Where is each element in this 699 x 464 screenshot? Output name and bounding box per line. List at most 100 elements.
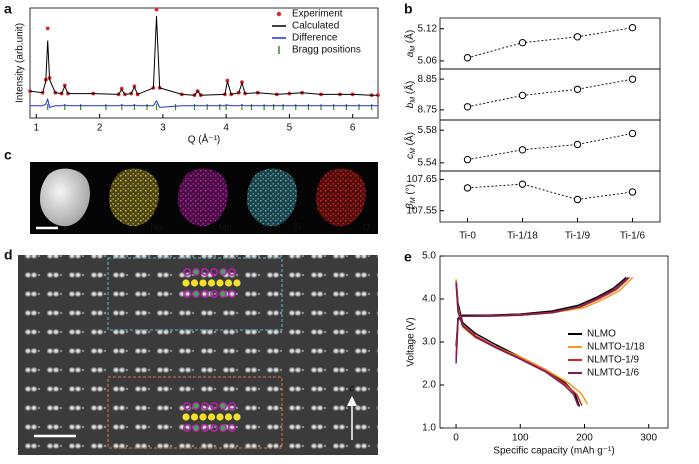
- atom-overlay: [190, 413, 199, 421]
- plot-frame: [439, 17, 661, 70]
- atom-overlay: [182, 413, 190, 421]
- atom-overlay: [207, 413, 216, 421]
- atom-overlay: [183, 268, 191, 276]
- x-tick-label: Ti-1/9: [565, 231, 591, 242]
- y-axis-label: aM (Å): [403, 30, 417, 58]
- data-point: [518, 146, 527, 154]
- y-tick-label: 107.55: [406, 205, 437, 216]
- data-line: [455, 276, 629, 406]
- atom-overlay: [192, 290, 200, 298]
- plot-frame: [439, 119, 661, 172]
- axis-annotation: c: [350, 384, 355, 395]
- data-line: [29, 16, 378, 96]
- atom-overlay: [224, 413, 233, 421]
- legend-label: Difference: [292, 33, 338, 44]
- region-box: [107, 257, 283, 331]
- channel-label: Na: [150, 223, 163, 234]
- data-line: [30, 97, 378, 109]
- atom-overlay: [201, 424, 209, 432]
- legend-label: Calculated: [292, 21, 339, 32]
- atom-overlay: [201, 290, 209, 298]
- element-map: [109, 168, 159, 227]
- data-point: [628, 129, 637, 138]
- atom-overlay: [219, 402, 227, 410]
- data-point: [154, 7, 159, 12]
- y-tick-label: 8.75: [418, 105, 438, 116]
- label-subscript: M: [410, 148, 417, 154]
- data-point: [628, 188, 637, 196]
- y-tick-label: 4.0: [422, 294, 436, 305]
- x-tick-label: 200: [576, 433, 593, 444]
- plot-frame: [439, 68, 661, 121]
- y-tick-label: 3.0: [422, 337, 436, 348]
- atom-overlay: [219, 268, 227, 276]
- x-tick-label: 2: [97, 123, 103, 134]
- data-line: [467, 78, 633, 108]
- atom-overlay: [210, 290, 218, 298]
- x-tick-label: 5: [287, 123, 293, 134]
- atom-overlay: [192, 424, 200, 432]
- data-point: [463, 155, 472, 164]
- y-tick-label: 5.0: [422, 251, 436, 262]
- atom-overlay: [182, 279, 190, 287]
- data-point: [463, 54, 472, 62]
- panel-label: b: [404, 1, 413, 17]
- data-line: [467, 133, 633, 161]
- x-tick-label: 0: [453, 433, 459, 444]
- atom-overlay: [219, 290, 227, 298]
- atom-overlay: [201, 402, 209, 410]
- data-line: [467, 27, 633, 59]
- y-tick-label: 5.06: [418, 56, 438, 67]
- axis-arrow-head: [347, 396, 357, 406]
- legend-marker: [276, 11, 282, 17]
- label-unit: (Å): [403, 81, 416, 97]
- panel-label: a: [4, 1, 12, 17]
- data-point: [463, 184, 472, 192]
- legend-label: NLMTO-1/18: [587, 342, 645, 353]
- data-line: [467, 183, 633, 200]
- atom-overlay: [183, 402, 191, 410]
- x-tick-label: 3: [160, 123, 166, 134]
- region-box: [107, 376, 283, 449]
- atom-overlay: [219, 424, 227, 432]
- atom-overlay: [228, 402, 236, 410]
- atom-overlay: [210, 268, 218, 276]
- data-point: [45, 26, 50, 31]
- x-tick-label: Ti-0: [459, 231, 476, 242]
- x-tick-label: 1: [34, 123, 40, 134]
- channel-label: O: [362, 223, 370, 234]
- y-tick-label: 8.85: [418, 74, 438, 85]
- atom-overlay: [216, 413, 224, 421]
- legend-label: NLMO: [587, 329, 616, 340]
- atom-overlay: [201, 268, 209, 276]
- atom-overlay: [233, 279, 241, 287]
- atom-overlay: [183, 424, 191, 432]
- legend-label: NLMTO-1/9: [587, 355, 639, 366]
- y-tick-label: 5.12: [418, 23, 438, 34]
- atom-overlay: [210, 424, 218, 432]
- legend-label: Bragg positions: [292, 45, 361, 56]
- data-point: [518, 91, 527, 100]
- data-point: [573, 85, 582, 93]
- atom-overlay: [233, 413, 241, 421]
- data-point: [518, 180, 527, 188]
- data-point: [628, 23, 637, 32]
- label-subscript: M: [410, 97, 417, 103]
- panel-label: e: [404, 249, 412, 265]
- atom-overlay: [228, 268, 236, 276]
- label-symbol: c: [405, 154, 416, 159]
- channel-label: Mn: [218, 223, 232, 234]
- data-point: [628, 75, 637, 83]
- x-tick-label: Ti-1/6: [620, 231, 646, 242]
- data-point: [573, 140, 582, 149]
- y-tick-label: 2.0: [422, 380, 436, 391]
- y-axis-label: cM (Å): [403, 132, 417, 159]
- element-map: [316, 168, 366, 227]
- plot-frame: [439, 170, 661, 223]
- panel-label: d: [4, 247, 13, 263]
- panel-label: c: [4, 147, 12, 163]
- channel-label: Ti: [293, 223, 301, 234]
- data-point: [573, 33, 582, 41]
- atom-overlay: [210, 402, 218, 410]
